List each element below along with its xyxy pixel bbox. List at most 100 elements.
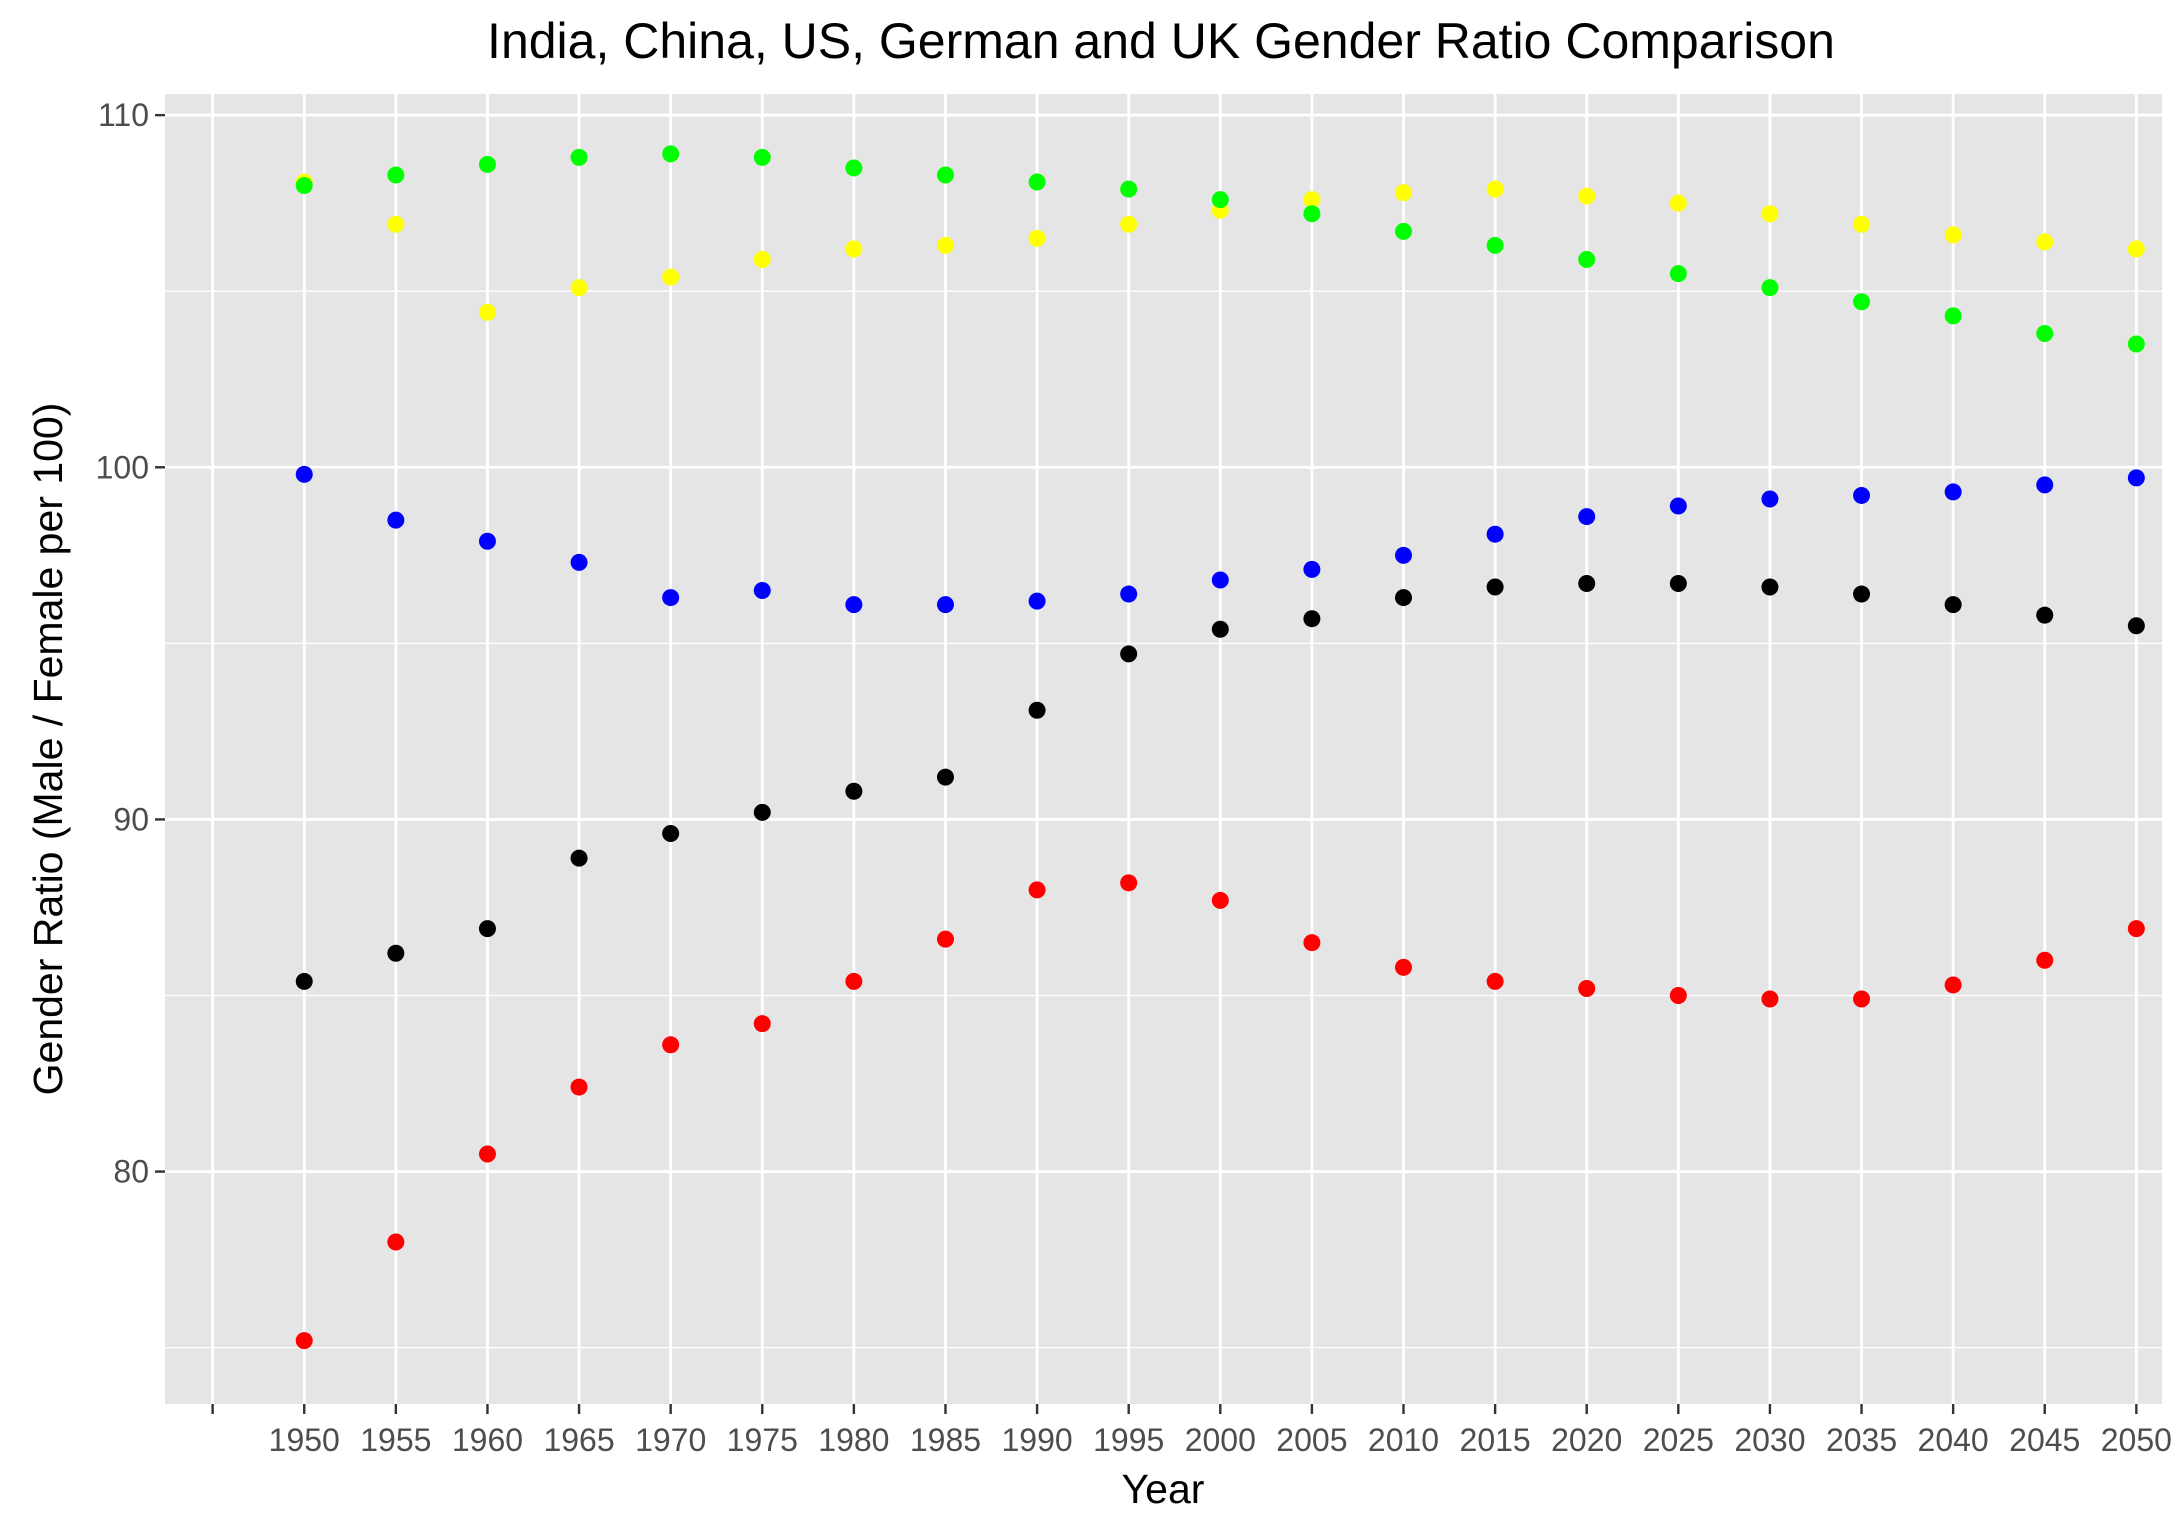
data-point bbox=[1944, 483, 1962, 501]
x-tick-label: 1965 bbox=[543, 1422, 614, 1458]
data-point bbox=[478, 303, 496, 321]
data-point bbox=[2127, 335, 2145, 353]
data-point bbox=[1761, 490, 1779, 508]
data-point bbox=[1761, 279, 1779, 297]
data-point bbox=[936, 596, 954, 614]
x-tick-label: 1980 bbox=[818, 1422, 889, 1458]
data-point bbox=[662, 589, 680, 607]
data-points bbox=[295, 145, 2145, 1350]
data-point bbox=[478, 532, 496, 550]
x-tick-label: 2015 bbox=[1460, 1422, 1531, 1458]
data-point bbox=[1669, 265, 1687, 283]
data-point bbox=[1395, 222, 1413, 240]
data-point bbox=[1669, 574, 1687, 592]
data-point bbox=[1578, 979, 1596, 997]
x-axis-title: Year bbox=[1122, 1466, 1205, 1512]
data-point bbox=[1211, 891, 1229, 909]
x-tick-label: 1950 bbox=[269, 1422, 340, 1458]
data-point bbox=[753, 251, 771, 269]
data-point bbox=[662, 825, 680, 843]
data-point bbox=[936, 166, 954, 184]
data-point bbox=[1944, 307, 1962, 325]
data-point bbox=[845, 972, 863, 990]
data-point bbox=[753, 148, 771, 166]
data-point bbox=[1578, 508, 1596, 526]
x-tick-label: 2045 bbox=[2009, 1422, 2080, 1458]
data-point bbox=[387, 166, 405, 184]
data-point bbox=[1211, 620, 1229, 638]
data-point bbox=[2036, 233, 2054, 251]
data-point bbox=[845, 240, 863, 258]
data-point bbox=[1853, 486, 1871, 504]
x-tick-label: 2000 bbox=[1185, 1422, 1256, 1458]
data-point bbox=[2127, 920, 2145, 938]
data-point bbox=[1028, 592, 1046, 610]
data-point bbox=[1028, 701, 1046, 719]
data-point bbox=[1211, 191, 1229, 209]
y-tick-label: 110 bbox=[98, 97, 149, 133]
data-point bbox=[570, 1078, 588, 1096]
data-point bbox=[845, 596, 863, 614]
data-point bbox=[1486, 525, 1504, 543]
data-point bbox=[936, 236, 954, 254]
x-tick-label: 2050 bbox=[2101, 1422, 2172, 1458]
data-point bbox=[1944, 976, 1962, 994]
data-point bbox=[1944, 596, 1962, 614]
data-point bbox=[1303, 934, 1321, 952]
data-point bbox=[387, 215, 405, 233]
data-point bbox=[295, 465, 313, 483]
data-point bbox=[570, 148, 588, 166]
data-point bbox=[570, 849, 588, 867]
x-tick-label: 1975 bbox=[727, 1422, 798, 1458]
data-point bbox=[936, 930, 954, 948]
data-point bbox=[1486, 236, 1504, 254]
data-point bbox=[2036, 476, 2054, 494]
x-tick-label: 1970 bbox=[635, 1422, 706, 1458]
data-point bbox=[1120, 645, 1138, 663]
data-point bbox=[1669, 987, 1687, 1005]
data-point bbox=[1853, 293, 1871, 311]
data-point bbox=[2127, 240, 2145, 258]
data-point bbox=[1120, 585, 1138, 603]
data-point bbox=[1853, 585, 1871, 603]
data-point bbox=[2036, 951, 2054, 969]
x-tick-label: 2030 bbox=[1734, 1422, 1805, 1458]
data-point bbox=[387, 1233, 405, 1251]
data-point bbox=[1120, 874, 1138, 892]
data-point bbox=[1853, 215, 1871, 233]
data-point bbox=[295, 972, 313, 990]
data-point bbox=[1578, 574, 1596, 592]
data-point bbox=[845, 782, 863, 800]
x-tick-label: 2010 bbox=[1368, 1422, 1439, 1458]
chart-title: India, China, US, German and UK Gender R… bbox=[487, 13, 1835, 69]
x-tick-label: 2005 bbox=[1276, 1422, 1347, 1458]
data-point bbox=[570, 279, 588, 297]
minor-gridlines bbox=[165, 290, 2162, 1349]
data-point bbox=[1669, 497, 1687, 515]
data-point bbox=[570, 553, 588, 571]
y-tick-label: 90 bbox=[113, 801, 149, 837]
data-point bbox=[936, 768, 954, 786]
x-tick-label: 1955 bbox=[360, 1422, 431, 1458]
data-point bbox=[1303, 560, 1321, 578]
series-2-points bbox=[295, 145, 2145, 353]
data-point bbox=[1578, 187, 1596, 205]
data-point bbox=[1120, 180, 1138, 198]
y-tick-label: 80 bbox=[113, 1154, 149, 1190]
data-point bbox=[753, 803, 771, 821]
x-tick-label: 1985 bbox=[910, 1422, 981, 1458]
data-point bbox=[753, 582, 771, 600]
data-point bbox=[1761, 990, 1779, 1008]
data-point bbox=[1486, 578, 1504, 596]
data-point bbox=[1395, 546, 1413, 564]
data-point bbox=[1395, 589, 1413, 607]
data-point bbox=[295, 1332, 313, 1350]
data-point bbox=[1395, 958, 1413, 976]
data-point bbox=[662, 1036, 680, 1054]
x-tick-label: 1990 bbox=[1001, 1422, 1072, 1458]
data-point bbox=[2036, 606, 2054, 624]
data-point bbox=[1578, 251, 1596, 269]
data-point bbox=[662, 145, 680, 163]
data-point bbox=[387, 944, 405, 962]
series-3-points bbox=[295, 465, 2145, 614]
